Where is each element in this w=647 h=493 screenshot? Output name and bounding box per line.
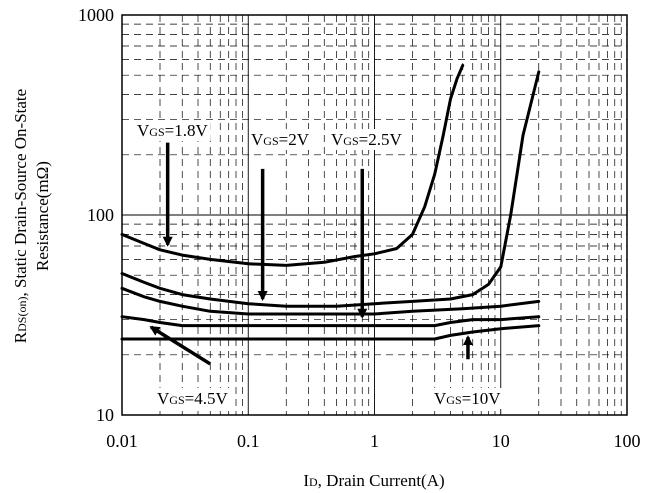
x-tick-label: 1 bbox=[370, 431, 379, 451]
annotation-label-bg bbox=[329, 129, 405, 150]
annotation-label-bg bbox=[432, 388, 504, 409]
series-line-2 bbox=[120, 286, 541, 316]
y-tick-label: 1000 bbox=[78, 5, 114, 25]
series-line-4 bbox=[120, 324, 541, 341]
svg-text:RDS(on), Static Drain-Source O: RDS(on), Static Drain-Source On-State bbox=[11, 89, 30, 343]
x-tick-label: 10 bbox=[492, 431, 510, 451]
annotation-label-bg bbox=[155, 388, 231, 409]
annotation-label: VGS=1.8V bbox=[137, 121, 208, 140]
annotation-label: VGS=2.5V bbox=[331, 130, 402, 149]
annotation-arrow bbox=[149, 325, 212, 366]
series-line-1 bbox=[120, 70, 541, 308]
series-line-3 bbox=[120, 315, 541, 328]
y-tick-label: 10 bbox=[96, 405, 114, 425]
annotation-label-bg bbox=[249, 129, 312, 150]
plot-frame bbox=[121, 14, 628, 416]
y-axis-label: RDS(on), Static Drain-Source On-State Re… bbox=[11, 89, 52, 343]
annotation-label-bg bbox=[135, 120, 211, 141]
x-tick-label: 100 bbox=[614, 431, 641, 451]
grid bbox=[122, 15, 627, 415]
x-axis-label: ID, Drain Current(A) bbox=[303, 471, 444, 490]
x-tick-label: 0.1 bbox=[237, 431, 260, 451]
annotation-label: VGS=10V bbox=[434, 389, 501, 408]
x-tick-label: 0.01 bbox=[106, 431, 138, 451]
annotation-label: VGS=4.5V bbox=[157, 389, 228, 408]
annotation-label: VGS=2V bbox=[251, 130, 310, 149]
annotations: VGS=1.8V VGS=2V VGS=2.5V VGS=4.5V VGS=10V bbox=[135, 120, 504, 409]
svg-text:Resistance(mΩ): Resistance(mΩ) bbox=[33, 161, 52, 271]
series-line-0 bbox=[120, 63, 465, 267]
y-tick-label: 100 bbox=[87, 205, 114, 225]
tick-labels: 0.01 0.1 1 10 100 10 100 1000 bbox=[78, 5, 641, 451]
series-lines bbox=[120, 63, 541, 341]
